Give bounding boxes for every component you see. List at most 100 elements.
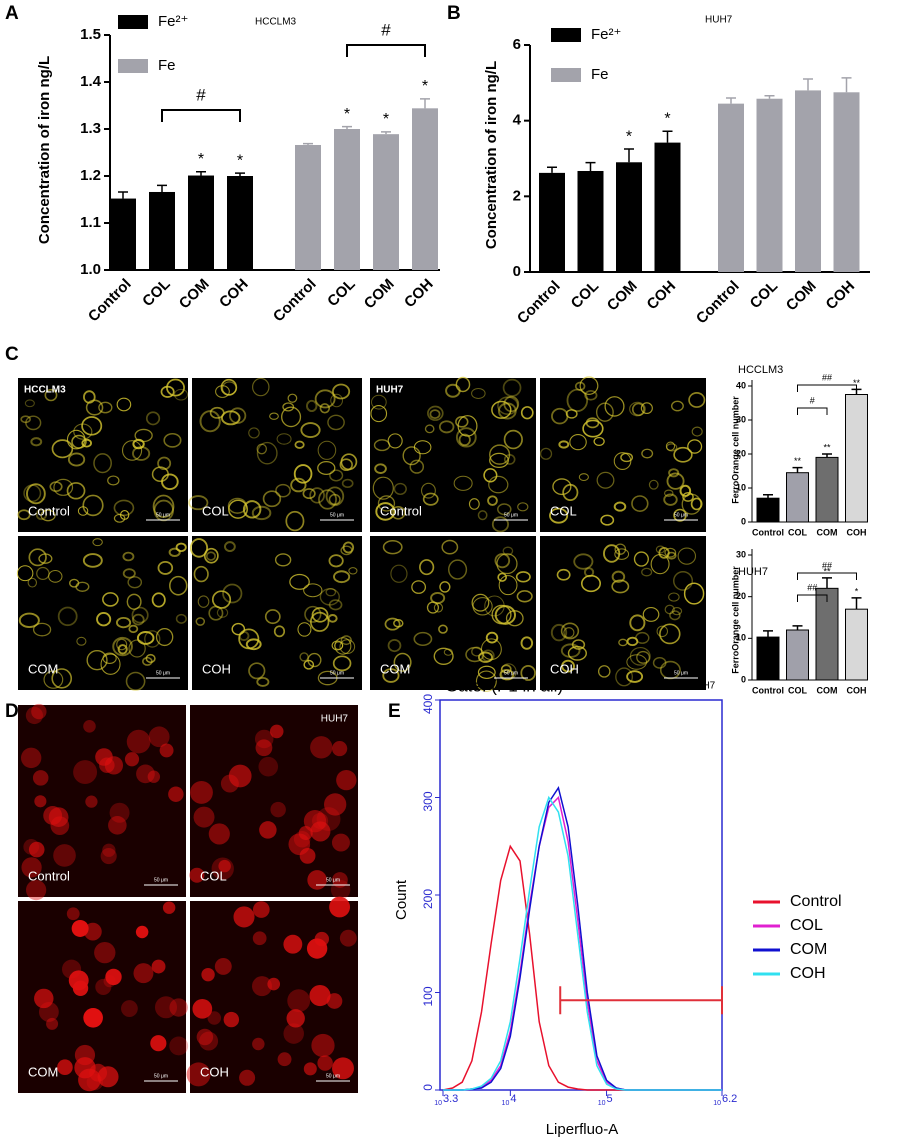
- micrograph-label: COL: [202, 503, 229, 518]
- cell: [270, 802, 285, 817]
- y-tick-label: 6: [513, 36, 521, 53]
- micrograph-label: COH: [202, 661, 231, 676]
- cell: [317, 1055, 332, 1070]
- cell: [208, 1011, 222, 1025]
- cell: [224, 1012, 239, 1027]
- bar: [757, 637, 779, 680]
- y-tick-label: 1.1: [80, 214, 101, 231]
- cell: [209, 823, 230, 844]
- cell: [311, 1034, 334, 1057]
- significance: *: [344, 106, 350, 123]
- y-tick-label: 2: [513, 187, 521, 204]
- cell: [190, 781, 213, 804]
- micrograph-label: COH: [550, 661, 579, 676]
- cell: [283, 1023, 304, 1044]
- cell: [332, 741, 347, 756]
- cell: [57, 1059, 73, 1075]
- micrograph-label: COL: [550, 503, 577, 518]
- cell: [125, 752, 139, 766]
- cell: [34, 795, 46, 807]
- significance: *: [383, 111, 389, 128]
- cell: [105, 969, 121, 985]
- micrograph-label: COL: [200, 868, 227, 883]
- bar: [795, 90, 821, 272]
- bracket-label: #: [381, 20, 391, 39]
- micrograph-label: COM: [28, 661, 58, 676]
- cell: [87, 1074, 103, 1090]
- cell: [199, 1032, 218, 1051]
- x-tick-label: 3.3: [443, 1093, 458, 1105]
- micrograph-title: HCCLM3: [24, 385, 66, 396]
- cell: [26, 707, 43, 724]
- cell: [34, 989, 53, 1008]
- cell: [150, 1035, 166, 1051]
- scale-label: 50 μm: [154, 877, 168, 883]
- bar: [227, 176, 253, 270]
- x-tick-label: COH: [847, 527, 867, 537]
- x-tick-label: COL: [788, 685, 808, 695]
- x-tick-base: 10: [713, 1100, 721, 1107]
- significance: *: [626, 128, 632, 145]
- cell: [163, 901, 175, 913]
- y-tick-label: 200: [421, 889, 435, 909]
- micrograph-label: COM: [380, 661, 410, 676]
- cell: [133, 963, 153, 983]
- bar: [539, 173, 565, 272]
- legend-label: Fe: [591, 66, 609, 83]
- cell: [101, 848, 117, 864]
- scale-label: 50 μm: [326, 1073, 340, 1079]
- cell: [310, 736, 332, 758]
- cell: [332, 834, 350, 852]
- y-axis-label: Concentration of iron ng/L: [483, 61, 500, 249]
- bar: [616, 162, 642, 272]
- cell: [239, 1070, 255, 1086]
- bracket-label: ##: [807, 582, 817, 592]
- bar: [110, 199, 136, 270]
- cell: [127, 730, 151, 754]
- cell: [253, 901, 270, 918]
- y-tick-label: 30: [736, 549, 746, 559]
- micrograph-label: Control: [28, 868, 70, 883]
- panel-letter: E: [388, 701, 401, 722]
- bar: [188, 176, 214, 270]
- bar: [295, 145, 321, 270]
- significance: *: [237, 152, 243, 169]
- scale-label: 50 μm: [154, 1073, 168, 1079]
- panel-letter: A: [5, 3, 19, 24]
- bar: [334, 129, 360, 270]
- panel-letter: B: [447, 3, 461, 24]
- y-tick-label: 1.5: [80, 26, 101, 43]
- cell: [83, 1008, 103, 1028]
- cell: [259, 821, 276, 838]
- y-tick-label: 1.2: [80, 167, 101, 184]
- cell: [340, 930, 357, 947]
- bar: [846, 395, 868, 523]
- x-tick-label: 6.2: [722, 1093, 737, 1105]
- y-axis-label: Concentration of iron ng/L: [36, 56, 53, 244]
- bar: [787, 630, 809, 680]
- bar: [373, 134, 399, 270]
- legend-swatch: [551, 68, 581, 82]
- bracket-label: ##: [822, 372, 832, 382]
- cell: [287, 989, 310, 1012]
- micrograph-title: HUH7: [321, 714, 349, 725]
- x-tick-base: 10: [598, 1100, 606, 1107]
- legend-label: Control: [790, 893, 842, 910]
- x-tick-label: COH: [847, 685, 867, 695]
- legend-label: Fe²⁺: [158, 13, 188, 30]
- cell: [148, 771, 160, 783]
- cell: [194, 807, 215, 828]
- cell: [229, 765, 252, 788]
- cell: [329, 897, 350, 918]
- y-tick-label: 100: [421, 986, 435, 1006]
- micrograph-label: COM: [28, 1064, 58, 1079]
- x-tick-label: Control: [752, 527, 784, 537]
- bar: [816, 457, 838, 522]
- x-tick-label: 5: [607, 1093, 613, 1105]
- micrograph-label: COH: [200, 1064, 229, 1079]
- bar: [655, 143, 681, 272]
- bar: [834, 92, 860, 272]
- significance: **: [823, 442, 831, 452]
- bar: [718, 104, 744, 272]
- significance: *: [198, 151, 204, 168]
